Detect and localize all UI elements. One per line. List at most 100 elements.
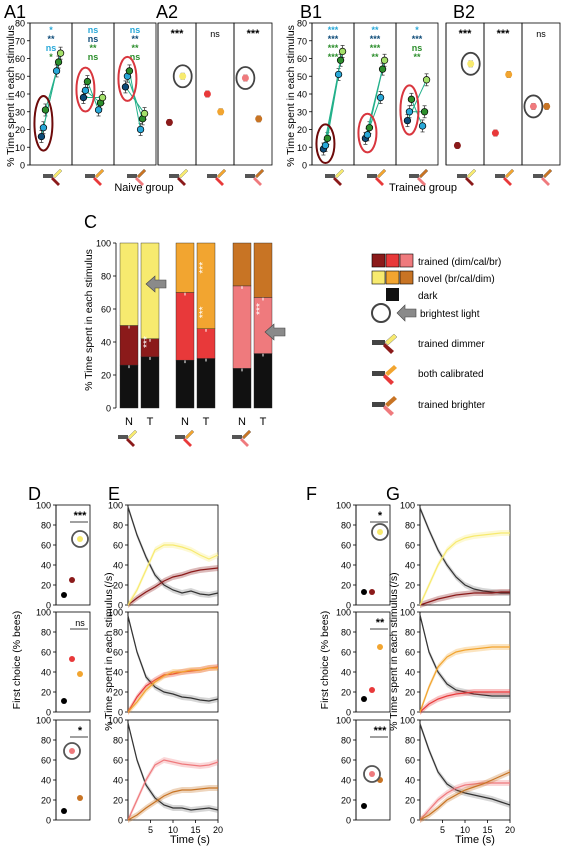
bar-category-label: T — [260, 416, 267, 428]
arm-stimulus-icon — [495, 168, 515, 186]
sig-mark-F: * — [378, 510, 383, 522]
y-G-tick-label: 60 — [405, 648, 415, 658]
series-line-novel — [127, 667, 218, 713]
arm-lower — [503, 177, 512, 186]
data-point-dark-F — [361, 589, 367, 595]
sig-mark-A2: ns — [210, 29, 220, 39]
arm-base — [232, 435, 242, 439]
data-point-novel-A2 — [179, 72, 187, 80]
y-F-tick-label: 20 — [341, 581, 351, 591]
arm-stimulus-icon — [457, 168, 477, 186]
arm-lower — [135, 177, 144, 186]
bar-segment-novel — [175, 242, 195, 293]
y-E-tick-label: 80 — [113, 628, 123, 638]
y-F-tick-label: 20 — [341, 796, 351, 806]
ylabel-e: % Time spent in each stimulus — [103, 589, 115, 731]
arm-stimulus-icon — [533, 168, 553, 186]
y-E-tick-label: 80 — [113, 736, 123, 746]
data-point-dark-D — [61, 808, 67, 814]
y-B1-tick-label: 40 — [297, 90, 307, 100]
sig-mark-B1: *** — [328, 25, 339, 35]
bar-category-label: N — [238, 416, 246, 428]
sig-mark-B1: *** — [370, 43, 381, 53]
bar-segment-dark — [253, 353, 273, 409]
sig-mark-A1: ns — [88, 52, 99, 62]
sig-mark-A2: *** — [171, 28, 185, 40]
data-point-novel-B2 — [543, 102, 551, 110]
arm-stimulus-icon — [175, 429, 195, 447]
ylabel-c: % Time spent in each stimulus — [83, 249, 95, 391]
circle-brightest-icon — [235, 66, 256, 90]
y-D-tick-label: 40 — [41, 776, 51, 786]
y-G-tick-label: 100 — [400, 716, 415, 726]
sig-mark-B1: ** — [413, 52, 421, 62]
arm-base — [169, 174, 179, 178]
y-A1-tick-label: 0 — [20, 161, 25, 171]
x-tick-label-G: 10 — [460, 825, 470, 835]
panel-label-a1: A1 — [4, 2, 26, 22]
legend-swatch-dark — [386, 288, 399, 301]
sig-mark-A1: ns — [130, 25, 141, 35]
data-point-trained-D — [69, 577, 75, 583]
y-G-tick-label: 20 — [405, 688, 415, 698]
sig-mark-A1: ** — [131, 43, 139, 53]
data-point-B1 — [323, 134, 332, 143]
legend-swatch-novel-2 — [385, 270, 400, 285]
arm-stimulus-icon — [372, 365, 397, 385]
y-C-tick-label: 100 — [96, 239, 111, 249]
y-B1-tick-label: 20 — [297, 125, 307, 135]
arm-lower — [51, 177, 60, 186]
sem-band-novel — [128, 542, 218, 608]
data-point-dark-F — [361, 696, 367, 702]
ylabel-e-unit: (/s) — [103, 572, 115, 587]
y-E-tick-label: 20 — [113, 796, 123, 806]
x-tick-label-G: 5 — [440, 825, 445, 835]
arm-base — [127, 174, 137, 178]
series-line-trained — [419, 691, 510, 713]
arm-stimulus-icon — [367, 168, 387, 186]
y-F-tick-label: 80 — [341, 736, 351, 746]
data-point-B1 — [422, 76, 431, 84]
arm-upper — [52, 168, 63, 179]
series-line-dark — [419, 614, 510, 697]
y-F-tick-label: 40 — [341, 668, 351, 678]
series-line-dark — [127, 506, 219, 596]
bar-category-label: N — [125, 416, 133, 428]
sig-mark-A1: ** — [131, 34, 139, 44]
bar-category-label: N — [181, 416, 189, 428]
bar-segment-dark — [175, 359, 195, 409]
y-D-tick-label: 60 — [41, 541, 51, 551]
sig-mark-A1: ns — [88, 34, 99, 44]
y-B1-tick-label: 50 — [297, 72, 307, 82]
trained-group-label: Trained group — [389, 182, 457, 194]
data-point-A1 — [136, 125, 145, 134]
arm-base — [495, 174, 505, 178]
arm-stimulus-icon — [127, 168, 147, 186]
sig-mark-F: *** — [374, 725, 388, 737]
arm-lower — [183, 438, 192, 447]
y-B1-tick-label: 10 — [297, 143, 307, 153]
y-B1-tick-label: 30 — [297, 107, 307, 117]
sem-band-trained — [420, 780, 510, 823]
y-A1-tick-label: 60 — [15, 54, 25, 64]
y-F-tick-label: 60 — [341, 541, 351, 551]
data-point-B1 — [334, 70, 343, 79]
arm-base — [457, 174, 467, 178]
y-D-tick-label: 0 — [46, 601, 51, 611]
data-point-trained-F — [369, 687, 375, 693]
subpanel-A2 — [195, 22, 235, 166]
data-point-novel-F — [377, 529, 383, 535]
arm-lower — [240, 438, 249, 447]
series-line-dark — [419, 507, 510, 594]
trajectory-line-B1 — [366, 69, 384, 135]
y-A1-tick-label: 70 — [15, 36, 25, 46]
subpanel-A1 — [113, 22, 157, 166]
y-D-tick-label: 80 — [41, 521, 51, 531]
y-D-tick-label: 80 — [41, 736, 51, 746]
sig-mark-B1: *** — [412, 34, 423, 44]
arm-base — [245, 174, 255, 178]
panel-label-e: E — [108, 484, 120, 504]
sig-mark-A1: ns — [130, 52, 141, 62]
panel-label-c: C — [84, 212, 97, 232]
sig-mark-D: ns — [75, 618, 85, 628]
